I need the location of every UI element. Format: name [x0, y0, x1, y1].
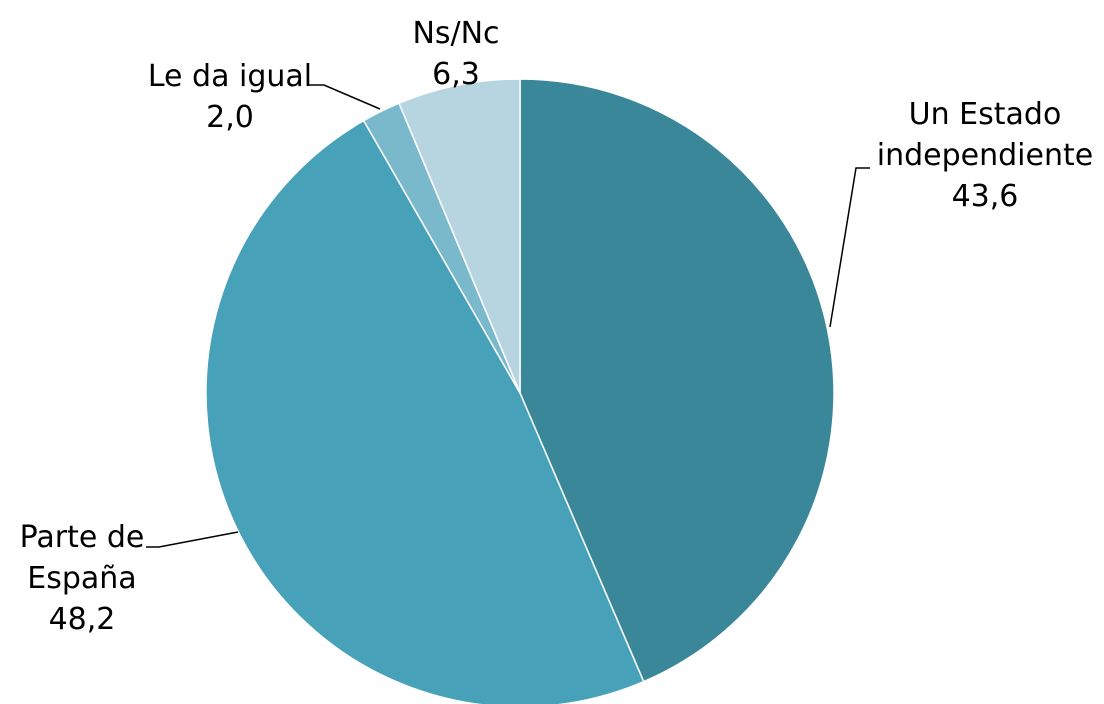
slice-value-un-estado-independiente: 43,6 — [952, 179, 1019, 214]
slice-label-ns-nc: Ns/Nc 6,3 — [412, 16, 499, 92]
leader-line-parte-de-espana — [146, 531, 239, 548]
leader-lines-layer — [146, 84, 870, 548]
slice-name-un-estado-independiente: Un Estado — [909, 97, 1062, 132]
slice-label-le-da-igual: Le da igual 2,0 — [148, 59, 312, 135]
slice-value-parte-de-espana: 48,2 — [49, 602, 116, 637]
slice-name-parte-de-espana: Parte de — [20, 520, 145, 555]
labels-layer: Un Estado independiente 43,6 Parte de España… — [20, 16, 1094, 637]
slice-value-ns-nc: 6,3 — [432, 57, 480, 92]
leader-line-le-da-igual — [308, 84, 381, 110]
slice-ns-nc — [398, 78, 521, 394]
slice-name-le-da-igual: Le da igual — [148, 59, 312, 94]
slice-name-ns-nc: Ns/Nc — [412, 16, 499, 51]
leader-line-un-estado-independiente — [829, 167, 870, 328]
slice-parte-de-espana — [205, 119, 645, 704]
slice-value-le-da-igual: 2,0 — [206, 100, 254, 135]
slice-un-estado-independiente — [519, 78, 835, 683]
slice-name-un-estado-independiente: independiente — [877, 138, 1093, 173]
slice-label-un-estado-independiente: Un Estado independiente 43,6 — [877, 97, 1093, 214]
slice-name-parte-de-espana: España — [27, 561, 136, 596]
slice-label-parte-de-espana: Parte de España 48,2 — [20, 520, 145, 637]
slices-layer — [205, 78, 835, 704]
